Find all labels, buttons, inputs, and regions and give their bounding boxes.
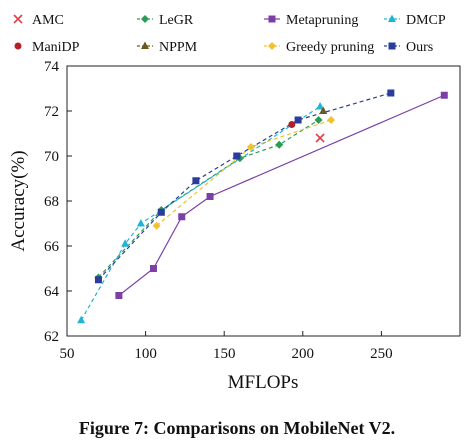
legend-label: Ours [406,40,433,55]
axis-ticks: 50 100 150 200 250 62 64 66 68 70 72 74 [44,59,393,362]
legend-label: LeGR [159,13,194,28]
series-line-ours [98,92,391,281]
data-point-dmcp [121,239,130,247]
x-tick-label: 50 [60,346,75,362]
series-line-metapruning [118,94,445,296]
series-line-greedy-pruning [156,119,332,227]
legend-marker [14,42,22,50]
legend-marker [268,42,276,50]
legend-marker [141,41,149,49]
x-tick-label: 250 [370,346,393,362]
data-point-greedy-pruning [246,143,255,151]
data-point-ours [233,152,241,160]
legend-marker [388,14,396,22]
legend-marker [268,15,276,23]
data-point-metapruning [178,213,186,221]
data-point-dmcp [136,219,145,227]
data-point-ours [157,208,165,216]
data-point-legr [314,116,323,124]
plot-frame [66,65,461,337]
figure-caption: Figure 7: Comparisons on MobileNet V2. [79,418,395,438]
y-tick-label: 68 [44,194,59,210]
data-point-dmcp [77,315,86,324]
data-point-nppm [319,106,328,114]
y-axis-label: Accuracy(%) [8,150,29,251]
legend-label: DMCP [406,13,446,28]
y-tick-label: 62 [44,329,59,345]
data-point-manidp [288,121,296,128]
legend-item-amc: AMC [13,13,64,28]
data-point-metapruning [149,265,157,272]
data-point-amc [315,133,325,143]
legend-item-legr: LeGR [137,13,194,28]
legend-label: AMC [32,13,64,28]
x-tick-label: 200 [292,346,315,362]
x-tick-label: 100 [134,346,157,362]
data-point-ours [387,89,395,97]
legend-marker [13,14,23,24]
y-tick-label: 72 [44,104,59,120]
series-points [77,89,448,324]
data-point-ours [294,116,302,124]
legend-label: Metapruning [286,13,358,28]
series-lines [80,92,445,321]
data-point-greedy-pruning [152,221,161,230]
legend-item-manidp: ManiDP [14,40,80,55]
series-line-dmcp [80,105,321,321]
legend-label: Greedy pruning [286,40,374,55]
y-tick-label: 70 [44,149,59,165]
legend-label: ManiDP [32,40,80,55]
x-tick-label: 150 [213,346,236,362]
legend-marker [141,15,149,23]
legend-label: NPPM [159,40,198,55]
y-tick-label: 74 [44,59,60,75]
legend-item-greedy-pruning: Greedy pruning [264,40,374,55]
data-point-ours [192,177,200,185]
y-tick-label: 64 [44,284,60,300]
data-point-ours [94,276,102,284]
data-point-metapruning [115,292,123,299]
data-point-metapruning [440,91,448,99]
y-tick-label: 66 [44,239,60,255]
legend: AMC LeGR Metapruning DMCP ManiDP NPPM Greedy p… [13,13,446,55]
data-point-metapruning [206,193,214,200]
legend-item-ours: Ours [384,40,433,55]
x-axis-label: MFLOPs [228,372,299,393]
legend-item-nppm: NPPM [137,40,198,55]
legend-item-metapruning: Metapruning [264,13,358,28]
legend-item-dmcp: DMCP [384,13,446,28]
legend-marker [388,42,396,50]
data-point-dmcp [316,102,325,110]
data-point-legr [275,140,284,149]
data-point-greedy-pruning [327,116,336,124]
